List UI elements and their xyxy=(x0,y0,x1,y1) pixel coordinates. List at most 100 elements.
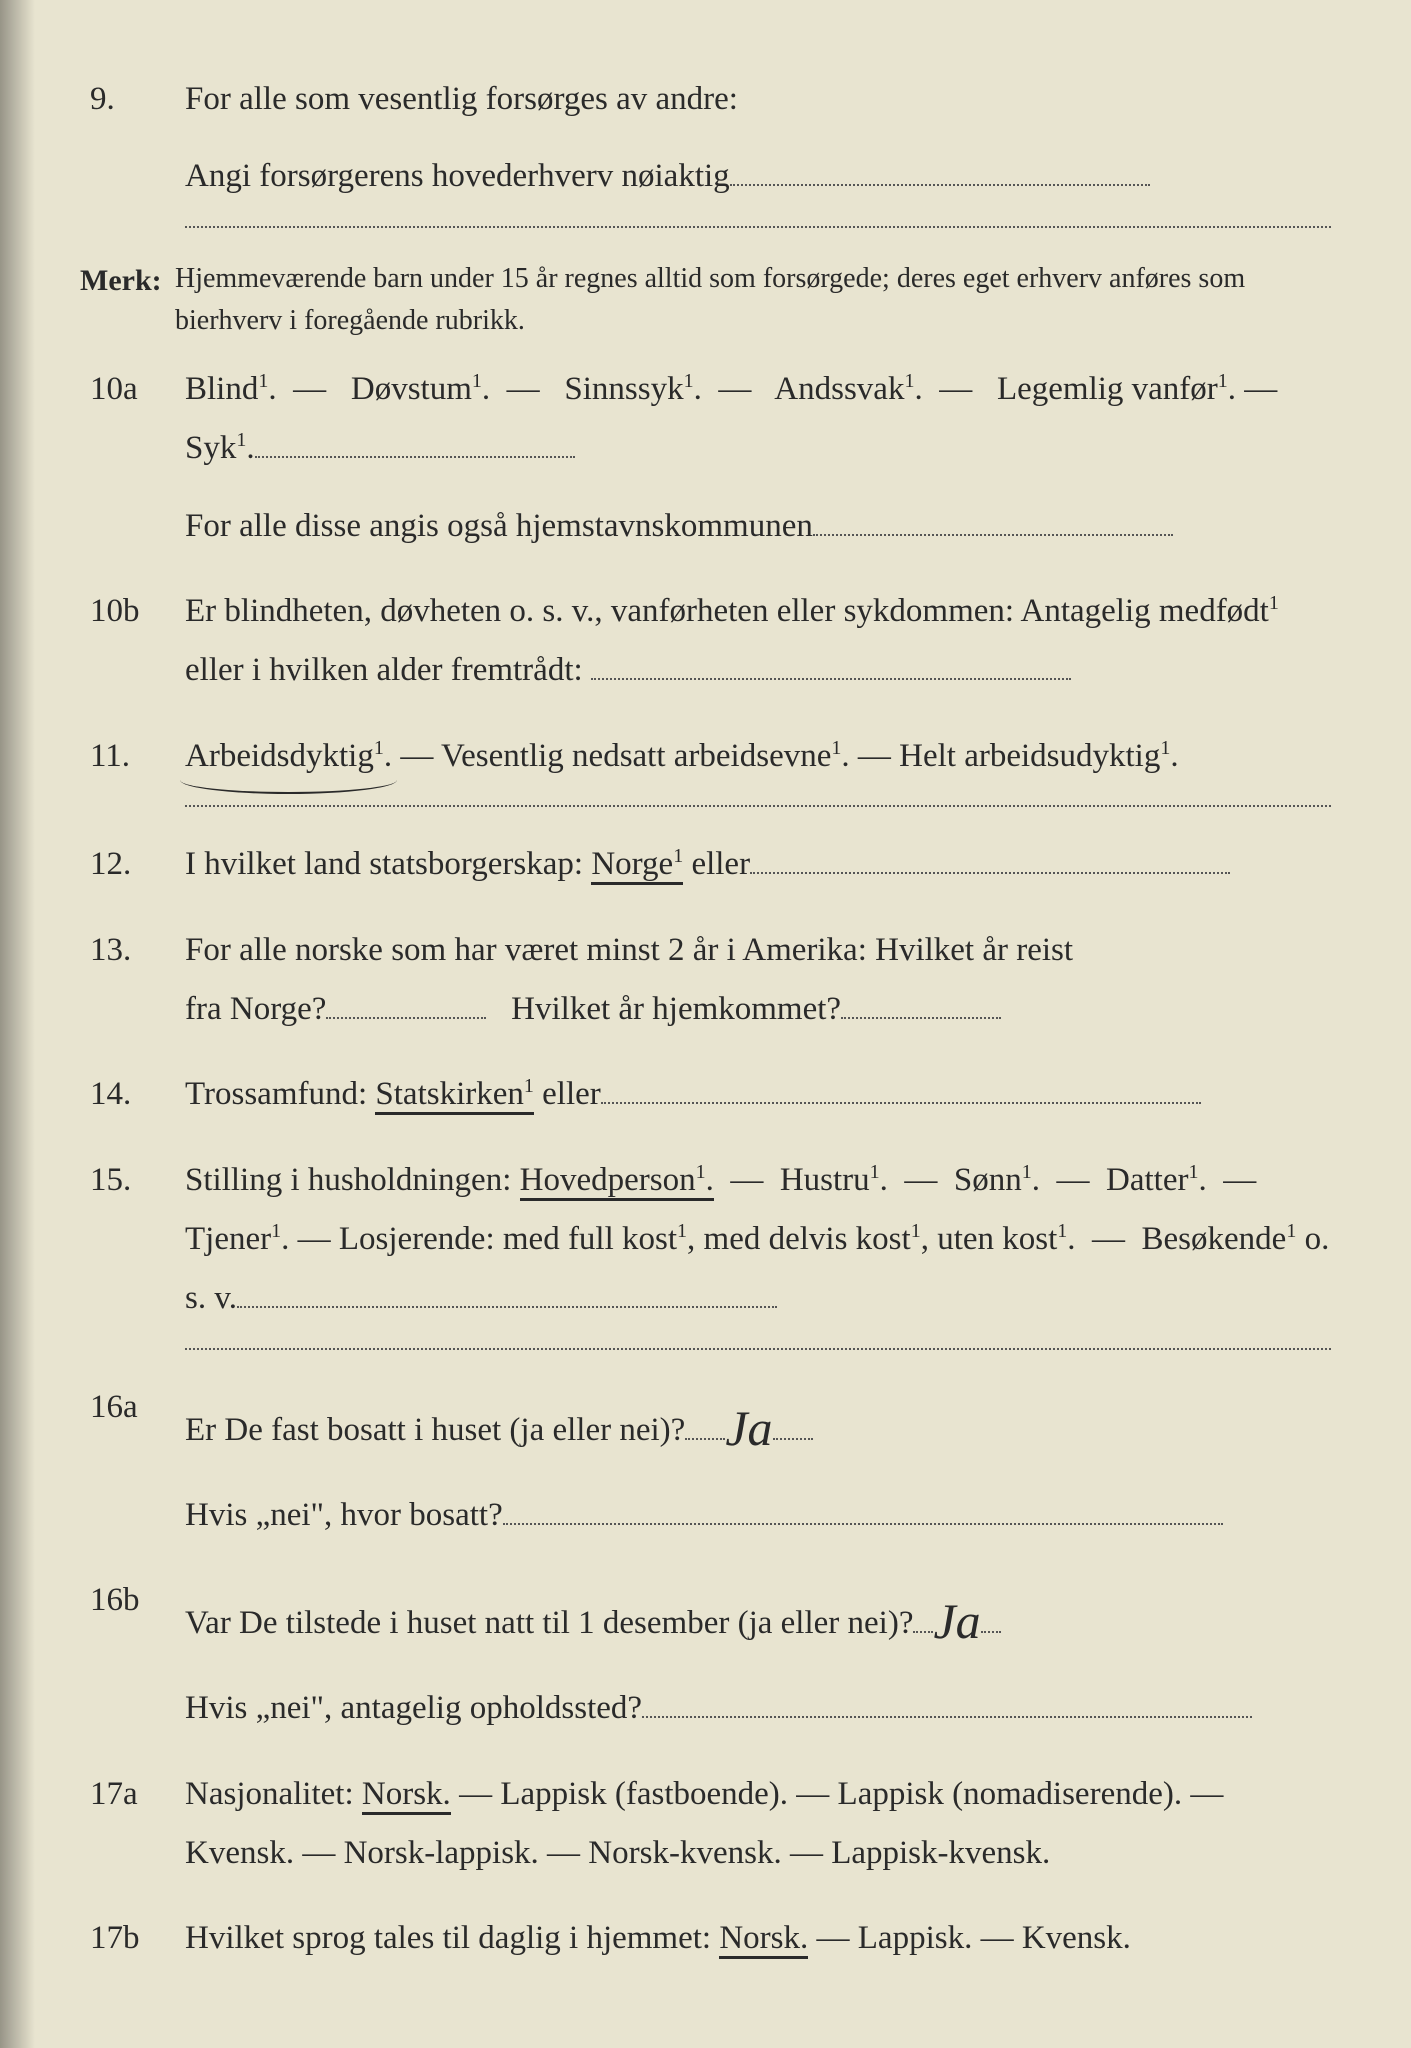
q13-text2: fra Norge? xyxy=(185,991,326,1027)
q16a-text2: Hvis „nei", hvor bosatt? xyxy=(185,1497,503,1533)
dotted-fill-row xyxy=(185,804,1331,807)
page-shadow xyxy=(0,0,35,2048)
q13-number: 13. xyxy=(80,921,185,980)
dotted-fill xyxy=(841,1017,1001,1019)
opt-legemlig: Legemlig vanfør xyxy=(997,371,1218,407)
q17b-answer: Norsk. xyxy=(719,1920,808,1959)
q15-hustru: Hustru xyxy=(780,1162,870,1198)
q10a-number: 10a xyxy=(80,360,185,419)
q16b-content: Var De tilstede i huset natt til 1 desem… xyxy=(185,1571,1331,1756)
q13-text3: Hvilket år hjemkommet? xyxy=(511,991,841,1027)
q12-number: 12. xyxy=(80,835,185,894)
q15-tjener: Tjener xyxy=(185,1221,271,1257)
opt-dovstum: Døvstum xyxy=(351,371,472,407)
q12-suffix: eller xyxy=(691,846,750,882)
q11-opt3: Helt arbeidsudyktig xyxy=(899,738,1160,774)
q14-suffix: eller xyxy=(542,1076,601,1112)
q17a-number: 17a xyxy=(80,1765,185,1824)
q14-answer: Statskirken xyxy=(375,1076,523,1112)
question-17b: 17b Hvilket sprog tales til daglig i hje… xyxy=(80,1909,1331,1986)
q11-content: Arbeidsdyktig1. — Vesentlig nedsatt arbe… xyxy=(185,727,1331,827)
q11-opt1: Arbeidsdyktig xyxy=(185,738,374,774)
q16a-text1: Er De fast bosatt i huset (ja eller nei)… xyxy=(185,1412,685,1448)
q15-los2: , med delvis kost xyxy=(687,1221,911,1257)
dotted-fill xyxy=(601,1102,1201,1104)
question-15: 15. Stilling i husholdningen: Hovedperso… xyxy=(80,1151,1331,1370)
q15-sonn: Sønn xyxy=(954,1162,1022,1198)
q17a-content: Nasjonalitet: Norsk. — Lappisk (fastboen… xyxy=(185,1765,1331,1902)
dotted-fill xyxy=(591,678,1071,680)
q10a-line2: For alle disse angis også hjemstavnskomm… xyxy=(185,508,813,544)
question-14: 14. Trossamfund: Statskirken1 eller xyxy=(80,1065,1331,1142)
opt-blind: Blind xyxy=(185,371,258,407)
q15-los3: uten kost xyxy=(937,1221,1057,1257)
q17a-answer: Norsk. xyxy=(362,1776,451,1815)
q10b-text-c: eller i hvilken alder fremtrådt: xyxy=(185,652,583,688)
dotted-fill xyxy=(326,1017,486,1019)
q17a-text: Nasjonalitet: xyxy=(185,1776,362,1812)
q15-number: 15. xyxy=(80,1151,185,1210)
merk-label: Merk: xyxy=(80,258,175,303)
q17b-text: Hvilket sprog tales til daglig i hjemmet… xyxy=(185,1920,719,1956)
dotted-fill xyxy=(255,456,575,458)
q9-number: 9. xyxy=(80,70,185,129)
q9-content: For alle som vesentlig forsørges av andr… xyxy=(185,70,1331,248)
question-17a: 17a Nasjonalitet: Norsk. — Lappisk (fast… xyxy=(80,1765,1331,1902)
q10b-text-b: medfødt xyxy=(1159,593,1269,629)
dotted-fill-row xyxy=(185,225,1331,228)
question-16b: 16b Var De tilstede i huset natt til 1 d… xyxy=(80,1571,1331,1756)
q16a-number: 16a xyxy=(80,1378,185,1437)
opt-andssvak: Andssvak xyxy=(774,371,904,407)
q16b-text1: Var De tilstede i huset natt til 1 desem… xyxy=(185,1605,913,1641)
q11-number: 11. xyxy=(80,727,185,786)
question-12: 12. I hvilket land statsborgerskap: Norg… xyxy=(80,835,1331,912)
q10b-number: 10b xyxy=(80,582,185,641)
opt-syk: Syk xyxy=(185,430,236,466)
q14-text: Trossamfund: xyxy=(185,1076,375,1112)
q16b-number: 16b xyxy=(80,1571,185,1630)
dotted-fill xyxy=(813,534,1173,536)
dotted-fill xyxy=(685,1438,725,1440)
question-10b: 10b Er blindheten, døvheten o. s. v., va… xyxy=(80,582,1331,719)
dotted-fill xyxy=(981,1631,1001,1633)
question-16a: 16a Er De fast bosatt i huset (ja eller … xyxy=(80,1378,1331,1563)
q13-content: For alle norske som har været minst 2 år… xyxy=(185,921,1331,1058)
dotted-fill xyxy=(913,1631,933,1633)
q15-los: Losjerende: med full kost xyxy=(339,1221,677,1257)
q17b-number: 17b xyxy=(80,1909,185,1968)
q12-content: I hvilket land statsborgerskap: Norge1 e… xyxy=(185,835,1331,912)
q14-number: 14. xyxy=(80,1065,185,1124)
question-9: 9. For alle som vesentlig forsørges av a… xyxy=(80,70,1331,248)
q16b-answer: Ja xyxy=(933,1576,980,1666)
q17b-rest: — Lappisk. — Kvensk. xyxy=(817,1920,1131,1956)
q12-answer: Norge xyxy=(591,846,673,882)
question-10a: 10a Blind1. — Døvstum1. — Sinnssyk1. — A… xyxy=(80,360,1331,574)
q10b-content: Er blindheten, døvheten o. s. v., vanfør… xyxy=(185,582,1331,719)
q16a-content: Er De fast bosatt i huset (ja eller nei)… xyxy=(185,1378,1331,1563)
q10a-content: Blind1. — Døvstum1. — Sinnssyk1. — Andss… xyxy=(185,360,1331,574)
dotted-fill-row xyxy=(185,1347,1331,1350)
dotted-fill xyxy=(773,1438,813,1440)
q15-answer: Hovedperson xyxy=(520,1162,696,1198)
q11-opt2: Vesentlig nedsatt arbeidsevne xyxy=(441,738,831,774)
q12-text: I hvilket land statsborgerskap: xyxy=(185,846,591,882)
q15-datter: Datter xyxy=(1106,1162,1188,1198)
question-11: 11. Arbeidsdyktig1. — Vesentlig nedsatt … xyxy=(80,727,1331,827)
q16a-answer: Ja xyxy=(725,1383,772,1473)
q9-line1: For alle som vesentlig forsørges av andr… xyxy=(185,81,738,117)
q15-text: Stilling i husholdningen: xyxy=(185,1162,520,1198)
q16b-text2: Hvis „nei", antagelig opholdssted? xyxy=(185,1690,642,1726)
merk-note: Merk: Hjemmeværende barn under 15 år reg… xyxy=(80,258,1331,342)
q15-bes: Besøkende xyxy=(1142,1221,1287,1257)
dotted-fill xyxy=(642,1716,1252,1718)
dotted-fill xyxy=(503,1523,1223,1525)
question-13: 13. For alle norske som har været minst … xyxy=(80,921,1331,1058)
q17b-content: Hvilket sprog tales til daglig i hjemmet… xyxy=(185,1909,1331,1986)
dotted-fill xyxy=(750,872,1230,874)
dotted-fill xyxy=(730,184,1150,186)
q10b-text-a: Er blindheten, døvheten o. s. v., vanfør… xyxy=(185,593,1151,629)
q13-text1: For alle norske som har været minst 2 år… xyxy=(185,932,1073,968)
q9-line2: Angi forsørgerens hovederhverv nøiaktig xyxy=(185,158,730,194)
opt-sinnssyk: Sinnssyk xyxy=(564,371,683,407)
dotted-fill xyxy=(237,1306,777,1308)
